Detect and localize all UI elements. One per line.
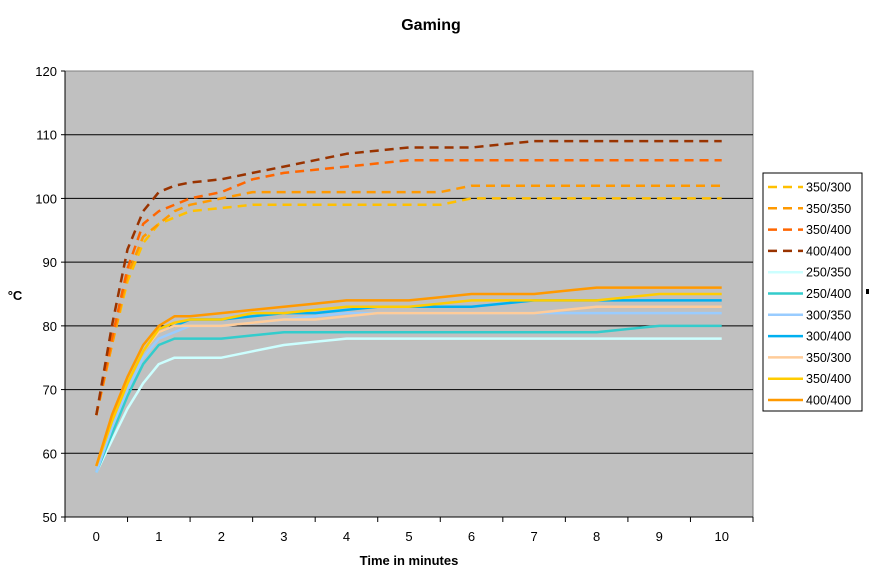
legend-entry-label: 350/300 — [806, 181, 851, 195]
legend-entry-label: 250/400 — [806, 287, 851, 301]
series-line-solid-300-350 — [95, 311, 722, 473]
y-tick-label: 100 — [35, 191, 57, 206]
x-tick-label: 7 — [530, 529, 537, 544]
y-tick-labels: 50 60 70 80 90 100 110 120 — [35, 64, 65, 525]
legend-entry-label: 350/400 — [806, 372, 851, 386]
plot-area — [64, 70, 754, 518]
legend-entry-label: 400/400 — [806, 244, 851, 258]
series-line-solid-350-300 — [95, 305, 722, 467]
y-tick-label: 70 — [43, 383, 57, 398]
series-group — [95, 139, 722, 473]
legend-entry-label: 250/350 — [806, 266, 851, 280]
x-tick-label: 1 — [155, 529, 162, 544]
legend-entry-label: 350/400 — [806, 223, 851, 237]
y-axis-title: °C — [8, 288, 23, 303]
x-axis-title: Time in minutes — [360, 553, 459, 568]
series-line-dashed-350-350 — [95, 184, 722, 416]
x-tick-label: 8 — [593, 529, 600, 544]
y-tick-label: 60 — [43, 446, 57, 461]
x-tick-label: 6 — [468, 529, 475, 544]
x-tick-label: 5 — [405, 529, 412, 544]
y-tick-label: 90 — [43, 255, 57, 270]
series-line-dashed-350-400 — [95, 158, 722, 416]
y-tick-label: 50 — [43, 510, 57, 525]
series-line-solid-250-350 — [95, 337, 722, 473]
series-line-solid-350-400 — [95, 292, 722, 467]
x-tick-label: 10 — [714, 529, 728, 544]
legend-box — [762, 172, 863, 412]
series-line-solid-250-400 — [95, 324, 722, 473]
x-tick-label: 4 — [343, 529, 350, 544]
x-tick-label: 0 — [93, 529, 100, 544]
legend-entry-label: 300/350 — [806, 308, 851, 322]
y-tick-label: 120 — [35, 64, 57, 79]
legend-marker — [866, 289, 869, 294]
y-tick-label: 80 — [43, 319, 57, 334]
chart-title: Gaming — [401, 17, 461, 34]
x-tick-label: 9 — [656, 529, 663, 544]
legend-entry-label: 300/400 — [806, 330, 851, 344]
x-tick-label: 3 — [280, 529, 287, 544]
legend-entry-label: 400/400 — [806, 394, 851, 408]
x-tick-labels: 0 1 2 3 4 5 6 7 8 9 10 — [64, 517, 754, 544]
legend-entry-label: 350/350 — [806, 202, 851, 216]
series-line-solid-400-400 — [95, 286, 722, 467]
axes — [64, 71, 753, 518]
legend: 350/300 350/350 350/400 400/400 250/350 250/4… — [768, 181, 851, 408]
x-tick-label: 2 — [218, 529, 225, 544]
legend-entry-label: 350/300 — [806, 351, 851, 365]
series-line-dashed-400-400 — [95, 139, 722, 416]
y-tick-label: 110 — [36, 128, 57, 143]
